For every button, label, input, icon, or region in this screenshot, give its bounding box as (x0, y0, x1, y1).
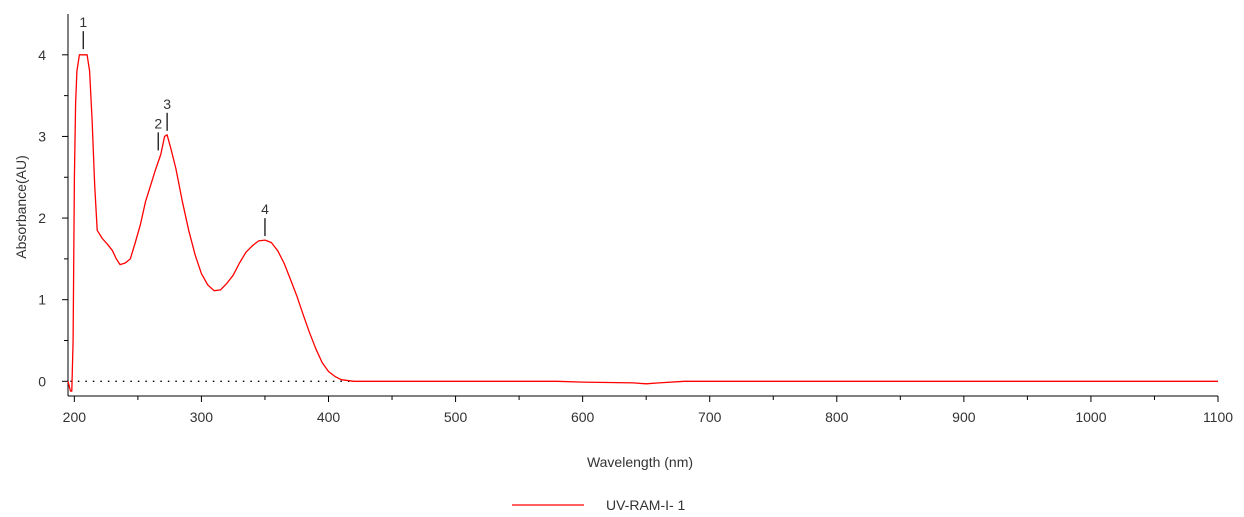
legend: UV-RAM-I- 1 (512, 497, 686, 513)
x-axis-label: Wavelength (nm) (587, 454, 693, 470)
x-tick-label: 800 (825, 409, 849, 425)
y-axis-label-group: Absorbance(AU) (13, 155, 29, 259)
x-tick-label: 1000 (1075, 409, 1106, 425)
x-tick-label: 700 (698, 409, 722, 425)
peak-label: 3 (163, 96, 171, 112)
y-tick-label: 0 (38, 373, 46, 389)
series-line (67, 54, 1218, 392)
series-group (67, 54, 1218, 392)
x-tick-label: 600 (571, 409, 595, 425)
y-tick-label: 2 (38, 210, 46, 226)
peak-annotations: 1 23 4 (79, 14, 269, 237)
legend-label: UV-RAM-I- 1 (606, 497, 686, 512)
peak-label: 1 (79, 14, 87, 30)
peak-label: 2 (154, 115, 162, 131)
x-tick-label: 1100 (1203, 409, 1233, 425)
y-tick-label: 1 (38, 292, 46, 308)
axes (67, 14, 1218, 397)
x-tick-label: 400 (317, 409, 341, 425)
y-tick-label: 4 (38, 47, 46, 63)
y-axis-label: Absorbance(AU) (13, 155, 29, 259)
peak-label: 4 (261, 201, 269, 217)
x-tick-label: 300 (190, 409, 214, 425)
x-tick-label: 500 (444, 409, 468, 425)
y-tick-label: 3 (38, 128, 46, 144)
x-tick-label: 900 (952, 409, 976, 425)
x-tick-label: 200 (63, 409, 87, 425)
